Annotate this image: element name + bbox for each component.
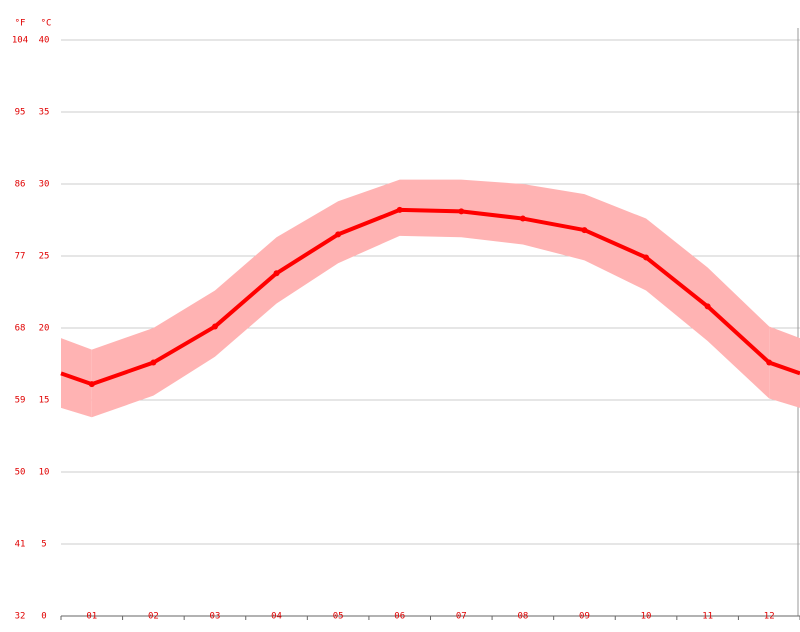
y2-unit: °F xyxy=(15,19,26,29)
line xyxy=(91,207,771,387)
point xyxy=(396,206,403,213)
y2-tick-label: 86 xyxy=(15,180,26,190)
y2-tick-label: 59 xyxy=(15,396,26,406)
y-tick-label: 25 xyxy=(39,252,50,262)
y-tick-label: 35 xyxy=(39,108,50,118)
y-tick-label: 5 xyxy=(41,540,46,550)
y-tick-label: 20 xyxy=(39,324,50,334)
x-tick-label: 06 xyxy=(394,612,405,622)
y2-tick-label: 50 xyxy=(15,468,26,478)
point xyxy=(458,208,465,215)
y2-tick-label: 77 xyxy=(15,252,26,262)
y2-tick-label: 104 xyxy=(12,36,28,46)
point xyxy=(581,227,588,234)
x-tick-label: 11 xyxy=(702,612,713,622)
x-tick-label: 05 xyxy=(333,612,344,622)
point xyxy=(211,323,218,330)
y2-tick-label: 32 xyxy=(15,612,26,622)
x-tick-label: 04 xyxy=(271,612,282,622)
range-band xyxy=(91,179,770,418)
y-tick-label: 0 xyxy=(41,612,46,622)
x-tick-label: 07 xyxy=(456,612,467,622)
point xyxy=(519,215,526,222)
y-tick-label: 30 xyxy=(39,180,50,190)
y2-tick-label: 95 xyxy=(15,108,26,118)
x-tick-label: 12 xyxy=(764,612,775,622)
point xyxy=(273,270,280,277)
point xyxy=(643,254,650,261)
x-tick-label: 08 xyxy=(517,612,528,622)
y-unit: °C xyxy=(41,19,52,29)
point xyxy=(88,381,95,388)
point xyxy=(766,359,773,366)
line-wrap xyxy=(60,371,93,387)
y-tick-label: 40 xyxy=(39,36,50,46)
point xyxy=(150,359,157,366)
y-tick-label: 15 xyxy=(39,396,50,406)
x-tick-label: 10 xyxy=(641,612,652,622)
y2-tick-label: 41 xyxy=(15,540,26,550)
point xyxy=(335,231,342,238)
line-wrap xyxy=(768,360,800,376)
x-tick-label: 01 xyxy=(86,612,97,622)
x-tick-label: 03 xyxy=(210,612,221,622)
point xyxy=(704,303,711,310)
y2-tick-label: 68 xyxy=(15,324,26,334)
x-tick-label: 02 xyxy=(148,612,159,622)
y-tick-label: 10 xyxy=(39,468,50,478)
x-tick-label: 09 xyxy=(579,612,590,622)
